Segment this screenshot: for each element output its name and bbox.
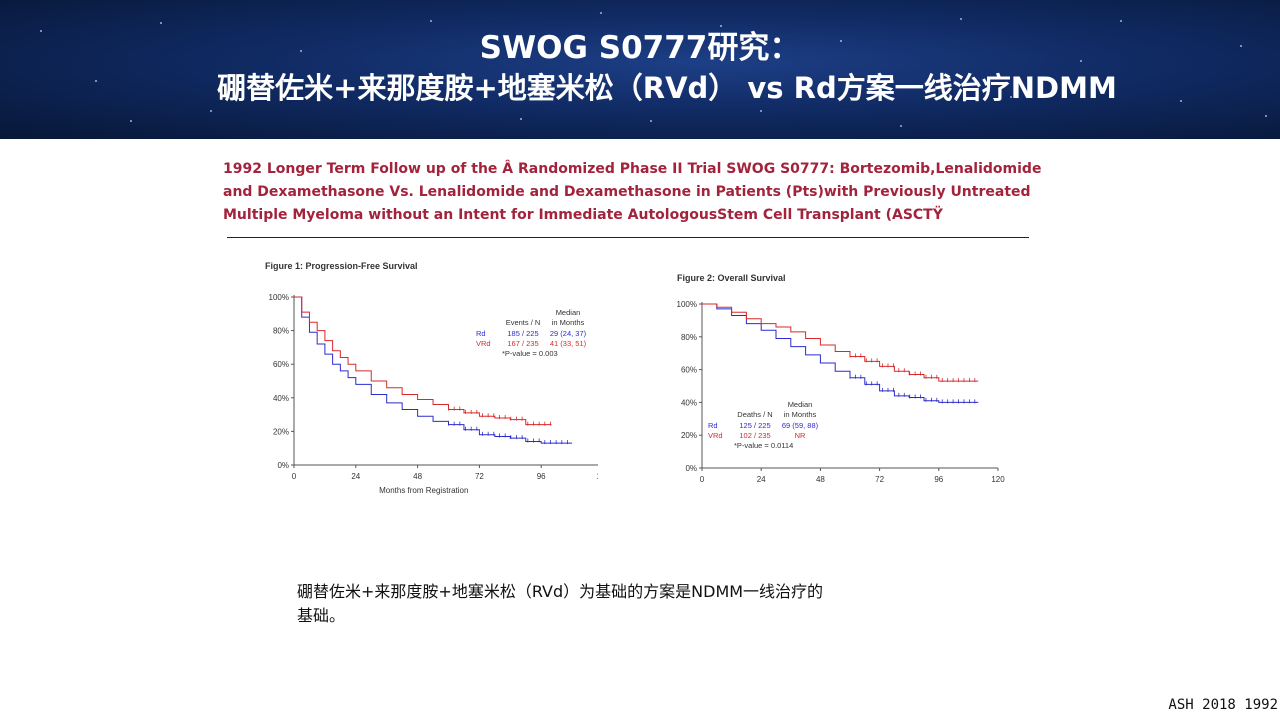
legend-events: 102 / 235 (739, 431, 770, 440)
star-dot (650, 120, 652, 122)
y-tick-label: 80% (681, 333, 697, 342)
figure-2-title: Figure 2: Overall Survival (677, 273, 786, 283)
series-line-vrd (294, 296, 552, 426)
star-dot (520, 118, 522, 120)
legend-header: in Months (552, 318, 585, 327)
legend-series-name: VRd (476, 339, 491, 348)
y-tick-label: 0% (277, 461, 289, 470)
abstract-title-line: 1992 Longer Term Follow up of the Â Rand… (223, 161, 1042, 177)
star-dot (600, 12, 602, 14)
x-tick-label: 120 (596, 472, 598, 481)
star-dot (160, 22, 162, 24)
slide-title-line-2: 硼替佐米+来那度胺+地塞米松（RVd） vs Rd方案一线治疗NDMM (217, 71, 1117, 105)
star-dot (95, 80, 97, 82)
x-tick-label: 96 (537, 472, 546, 481)
legend-events: 185 / 225 (507, 329, 538, 338)
summary-line: 硼替佐米+来那度胺+地塞米松（RVd）为基础的方案是NDMM一线治疗的 (297, 582, 824, 601)
y-tick-label: 20% (681, 431, 697, 440)
y-tick-label: 60% (681, 366, 697, 375)
legend-events: 125 / 225 (739, 421, 770, 430)
legend-series-name: Rd (708, 421, 718, 430)
pfs-chart: 0% 20% 40% 60% 80% 100% 0 24 48 72 96 120 Months fro… (269, 293, 598, 495)
legend-series-name: Rd (476, 329, 486, 338)
figure-1-title: Figure 1: Progression-Free Survival (265, 261, 418, 271)
legend-header: Median (788, 400, 813, 409)
legend-series-name: VRd (708, 431, 723, 440)
y-tick-label: 60% (273, 360, 289, 369)
star-dot (1180, 100, 1182, 102)
abstract-title-line: and Dexamethasone Vs. Lenalidomide and D… (223, 184, 1031, 200)
legend-median: 41 (33, 51) (550, 339, 587, 348)
legend-median: 29 (24, 37) (550, 329, 587, 338)
source-footnote: ASH 2018 1992 (1168, 697, 1278, 713)
star-dot (130, 120, 132, 122)
star-dot (900, 125, 902, 127)
x-tick-label: 0 (700, 475, 705, 484)
summary-text: 硼替佐米+来那度胺+地塞米松（RVd）为基础的方案是NDMM一线治疗的 基础。 (297, 580, 977, 628)
y-tick-label: 40% (273, 394, 289, 403)
slide-title-line-1: SWOG S0777研究： (479, 30, 801, 66)
x-tick-label: 96 (934, 475, 943, 484)
x-axis-label: Months from Registration (379, 486, 468, 495)
abstract-title-line: Multiple Myeloma without an Intent for I… (223, 207, 943, 223)
x-tick-label: 72 (475, 472, 484, 481)
legend-header: Deaths / N (737, 410, 772, 419)
x-tick-label: 120 (991, 475, 1005, 484)
star-dot (840, 40, 842, 42)
star-dot (1010, 96, 1012, 98)
legend-events: 167 / 235 (507, 339, 538, 348)
y-tick-label: 0% (685, 464, 697, 473)
title-banner: SWOG S0777研究： 硼替佐米+来那度胺+地塞米松（RVd） vs Rd方… (0, 0, 1280, 139)
y-tick-label: 100% (269, 293, 289, 302)
series-line-rd (294, 296, 573, 444)
legend-pvalue: *P-value = 0.003 (502, 349, 558, 358)
y-tick-label: 100% (677, 300, 697, 309)
star-dot (960, 18, 962, 20)
star-dot (760, 110, 762, 112)
star-dot (430, 20, 432, 22)
star-dot (720, 25, 722, 27)
star-dot (1240, 45, 1242, 47)
star-dot (1120, 20, 1122, 22)
x-tick-label: 24 (351, 472, 360, 481)
y-tick-label: 40% (681, 398, 697, 407)
legend-median: NR (795, 431, 806, 440)
legend-header: in Months (784, 410, 817, 419)
star-dot (40, 30, 42, 32)
x-tick-label: 72 (875, 475, 884, 484)
legend-header: Events / N (506, 318, 541, 327)
star-dot (1080, 60, 1082, 62)
x-tick-label: 48 (816, 475, 825, 484)
os-chart: 0% 20% 40% 60% 80% 100% 0 24 48 72 96 120 Median Deat… (677, 300, 1006, 484)
star-dot (210, 110, 212, 112)
y-tick-label: 20% (273, 427, 289, 436)
legend-pvalue: *P-value = 0.0114 (734, 441, 793, 450)
series-line-rd (702, 303, 979, 403)
series-line-vrd (702, 303, 979, 382)
legend-median: 69 (59, 88) (782, 421, 819, 430)
y-tick-label: 80% (273, 327, 289, 336)
star-dot (1265, 115, 1267, 117)
x-tick-label: 24 (757, 475, 766, 484)
legend-header: Median (556, 308, 581, 317)
star-dot (380, 95, 382, 97)
abstract-title: 1992 Longer Term Follow up of the Â Rand… (223, 158, 1053, 227)
divider-rule (227, 237, 1029, 238)
x-tick-label: 0 (292, 472, 297, 481)
summary-line: 基础。 (297, 606, 346, 625)
star-dot (300, 50, 302, 52)
x-tick-label: 48 (413, 472, 422, 481)
